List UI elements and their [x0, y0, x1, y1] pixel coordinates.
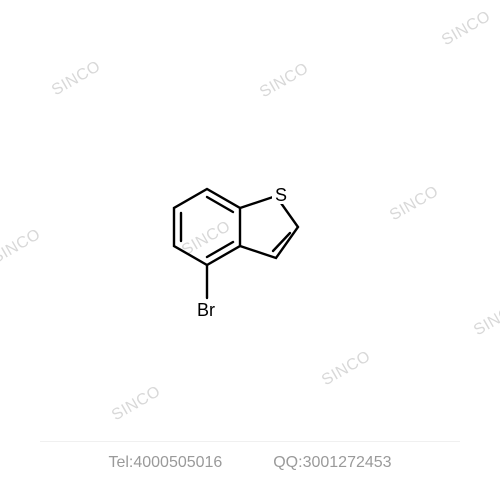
tel-value: 4000505016 — [133, 454, 222, 472]
svg-text:S: S — [275, 185, 287, 205]
divider — [40, 441, 460, 442]
qq-label: QQ: — [273, 454, 302, 472]
qq-value: 3001272453 — [303, 454, 392, 472]
contact-bar: Tel:4000505016 QQ:3001272453 — [0, 454, 500, 472]
molecule-structure: S Br S — [0, 0, 500, 500]
bromine-atom-label: Br — [197, 300, 215, 320]
tel-label: Tel: — [108, 454, 133, 472]
